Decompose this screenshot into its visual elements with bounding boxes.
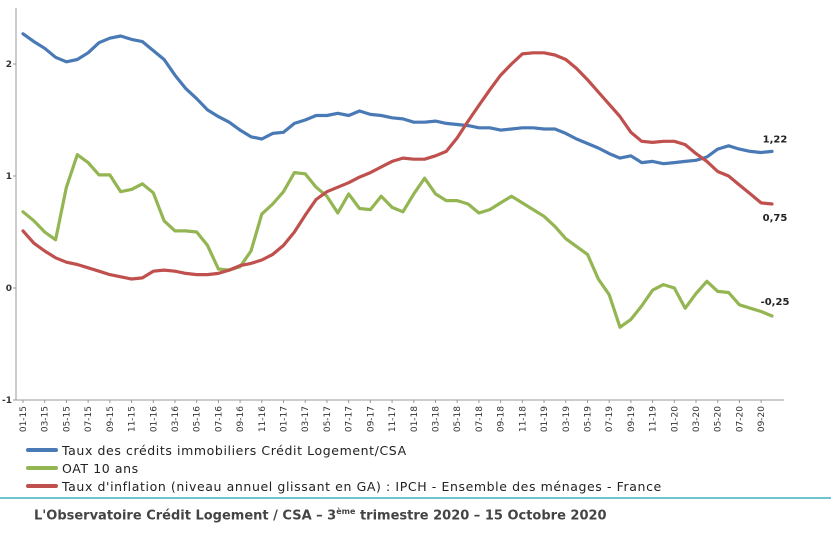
x-tick-label: 09-20: [757, 406, 767, 432]
series-line-0: [21, 32, 774, 166]
legend-swatch: [26, 448, 58, 452]
x-tick-label: 07-18: [475, 406, 485, 432]
y-tick-label: 2: [6, 60, 12, 70]
series-line-2: [21, 51, 774, 281]
y-tick-label: -1: [2, 396, 12, 406]
footer-text-end: trimestre 2020 – 15 Octobre 2020: [355, 508, 607, 524]
y-tick-labels: -1 0 1 2: [2, 60, 16, 406]
y-tick-label: 1: [6, 172, 12, 182]
x-tick-label: 09-16: [236, 406, 246, 432]
x-tick-label: 01-15: [19, 406, 29, 432]
x-tick-label: 07-16: [214, 406, 224, 432]
x-tick-label: 05-15: [62, 406, 72, 432]
end-value-label: 1,22: [763, 134, 788, 145]
end-value-labels: 1,22 0,75 -0,25: [761, 134, 790, 308]
x-tick-label: 07-15: [84, 406, 94, 432]
legend-label: Taux des crédits immobiliers Crédit Loge…: [62, 442, 407, 458]
footer-superscript: ème: [336, 507, 356, 516]
x-tick-label: 11-15: [128, 406, 138, 432]
x-tick-label: 11-18: [518, 406, 528, 432]
legend-label: Taux d'inflation (niveau annuel glissant…: [62, 478, 662, 494]
x-tick-label: 07-17: [345, 406, 355, 432]
x-tick-label: 03-17: [301, 406, 311, 432]
end-value-label: -0,25: [761, 297, 790, 308]
x-tick-label: 03-20: [692, 406, 702, 432]
x-tick-label: 05-16: [193, 406, 203, 432]
x-tick-label: 03-15: [41, 406, 51, 432]
x-tick-label: 11-17: [388, 406, 398, 432]
x-tick-label: 11-16: [258, 406, 268, 432]
x-tick-label: 01-17: [280, 406, 290, 432]
x-tick-label: 11-19: [649, 406, 659, 432]
series-lines: [21, 32, 774, 329]
x-tick-label: 05-18: [453, 406, 463, 432]
footer-caption: L'Observatoire Crédit Logement / CSA – 3…: [34, 507, 607, 523]
legend-label: OAT 10 ans: [62, 460, 139, 476]
x-tick-label: 03-16: [171, 406, 181, 432]
legend: Taux des crédits immobiliers Crédit Loge…: [26, 441, 662, 495]
x-tick-label: 07-20: [735, 406, 745, 432]
x-tick-label: 03-18: [431, 406, 441, 432]
series-line-1: [21, 153, 774, 329]
x-tick-label: 09-18: [497, 406, 507, 432]
x-tick-label: 01-18: [410, 406, 420, 432]
x-tick-label: 09-19: [627, 406, 637, 432]
x-tick-label: 09-17: [366, 406, 376, 432]
x-tick-label: 05-19: [583, 406, 593, 432]
chart-axes: [15, 8, 784, 401]
x-tick-label: 05-17: [323, 406, 333, 432]
legend-item-credit-rates: Taux des crédits immobiliers Crédit Loge…: [26, 441, 662, 459]
footer-divider: [0, 497, 831, 499]
x-tick-labels: 01-15 03-15 05-15 07-15 09-15 11-15 01-16 03-16…: [19, 400, 767, 432]
y-tick-label: 0: [6, 284, 12, 294]
x-tick-label: 01-19: [540, 406, 550, 432]
legend-swatch: [26, 484, 58, 488]
x-tick-label: 01-20: [670, 406, 680, 432]
legend-item-inflation: Taux d'inflation (niveau annuel glissant…: [26, 477, 662, 495]
legend-item-oat: OAT 10 ans: [26, 459, 662, 477]
x-tick-label: 07-19: [605, 406, 615, 432]
legend-swatch: [26, 466, 58, 470]
end-value-label: 0,75: [763, 213, 788, 224]
x-tick-label: 03-19: [562, 406, 572, 432]
x-tick-label: 09-15: [106, 406, 116, 432]
footer-text-start: L'Observatoire Crédit Logement / CSA – 3: [34, 508, 337, 524]
x-tick-label: 01-16: [149, 406, 159, 432]
x-tick-label: 05-20: [714, 406, 724, 432]
